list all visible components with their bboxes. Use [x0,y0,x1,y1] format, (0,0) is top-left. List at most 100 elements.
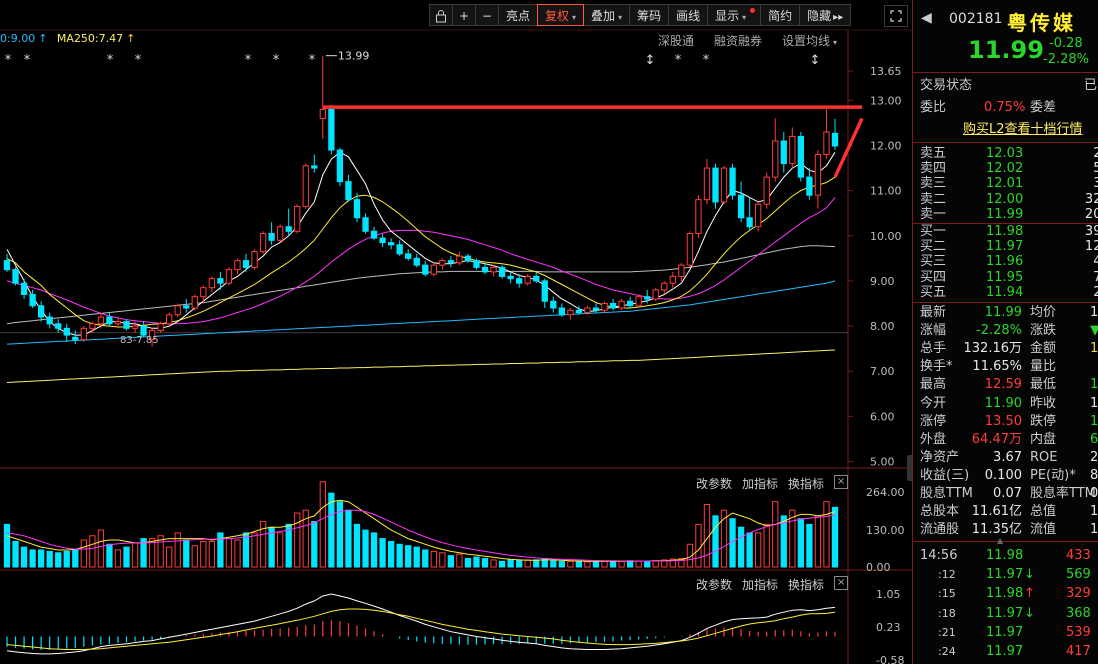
volume-bar [225,538,233,568]
buy-order-row[interactable]: 买二 11.97 1228 [920,239,1098,254]
zoom-in-button[interactable]: + [452,4,476,26]
volume-bar [447,555,455,568]
chevron-down-icon: ▾ [618,13,623,22]
stat-label: 均价 [1030,305,1057,320]
price-tick-label: 10.00 [870,230,902,243]
l2-upsell-link[interactable]: 购买L2查看十档行情 [963,122,1083,137]
lock-icon[interactable] [429,4,453,26]
sell-order-row[interactable]: 卖三 12.01 336 [920,176,1098,191]
panel-collapse-handle[interactable] [907,455,915,481]
volume-tick-label: 264.00 [866,486,905,499]
chips-button[interactable]: 筹码 [629,4,670,26]
sell-order-row[interactable]: 卖一 11.99 2023 [920,207,1098,222]
candle-body [575,309,583,314]
edit-params-button[interactable]: 改参数 [696,578,733,592]
candle-body [328,108,335,151]
candle-body [772,140,779,178]
stat-value: 11.65% [972,359,1022,375]
tick-volume: 569 [1066,567,1091,583]
event-star: * [5,53,12,68]
candle-body [370,230,378,239]
fullscreen-icon[interactable] [884,5,908,27]
volume-bar [80,539,87,568]
macd-dif-line [6,593,836,655]
volume-bar [755,532,762,568]
sell-volume: 565 [1093,161,1098,176]
candle-body [533,275,540,282]
sell-volume: 3241 [1084,191,1098,207]
adjust-button[interactable]: 复权 ▾ [537,4,585,26]
add-indicator-button[interactable]: 加指标 [742,578,779,592]
candle-body [319,108,326,119]
tick-price: 11.98 [986,586,1024,602]
volume-bar [720,509,728,568]
highlight-button[interactable]: 亮点 [498,4,539,26]
low-range-label: 83-7.85 [120,335,159,346]
candle-body [763,176,770,205]
volume-bar [490,559,497,568]
stat-row: 总股本 11.61亿 总值 139 [920,503,1098,521]
volume-bar [567,560,574,568]
hide-button[interactable]: 隐藏 ▸▸ [799,4,852,26]
sell-order-row[interactable]: 卖二 12.00 3241 [920,192,1098,207]
candle-body [208,278,216,289]
stat-label: 跌停 [1030,413,1057,429]
edit-params-button[interactable]: 改参数 [696,477,733,491]
volume-bar [379,538,386,568]
candle-body [652,289,659,300]
volume-bar [285,523,292,568]
buy-order-row[interactable]: 买五 11.94 207 [920,285,1098,300]
event-star: ↕ [645,53,656,68]
divider [913,72,1098,73]
arrow-up-icon: ↑ [38,32,48,45]
buy-order-row[interactable]: 买一 11.98 3921 [920,224,1098,239]
close-icon[interactable]: × [834,475,849,489]
stat-value: 0.07 [993,486,1022,501]
display-button[interactable]: 显示 ▾ [707,4,762,26]
swap-indicator-button[interactable]: 换指标 [788,578,825,592]
back-arrow-icon[interactable]: ◀ [921,10,932,26]
volume-bar [712,515,719,568]
tick-time: :24 [938,645,956,658]
sgt-link[interactable]: 深股通 [658,34,695,48]
volume-bar [831,506,839,568]
swap-indicator-button[interactable]: 换指标 [788,477,825,491]
zoom-out-button[interactable]: − [475,4,499,26]
buy-order-row[interactable]: 买三 11.96 441 [920,254,1098,269]
candle-body [63,327,70,336]
price-tick-label: 13.65 [870,65,902,78]
ma-settings-button[interactable]: 设置均线 ▾ [782,32,837,49]
stat-label: 最低 [1030,377,1057,393]
stat-label: 量比 [1030,359,1057,375]
candle-body [148,330,156,341]
stat-row: 净资产 3.67 ROE 2. [920,449,1098,467]
simple-mode-button[interactable]: 简约 [760,4,801,26]
buy-price: 11.94 [986,284,1024,300]
webi-value: 0.75% [984,100,1026,115]
overlay-button[interactable]: 叠加 ▾ [583,4,631,26]
buy-order-row[interactable]: 买四 11.95 744 [920,270,1098,285]
volume-bar [789,509,796,568]
draw-line-button[interactable]: 画线 [668,4,709,26]
arrow-down-icon: ↓ [1024,605,1035,621]
candle-body [242,260,250,268]
margin-trading-link[interactable]: 融资融券 [714,34,763,48]
candle-body [336,149,344,183]
sell-order-row[interactable]: 卖四 12.02 565 [920,161,1098,176]
ma250-value: MA250:7.47 [56,32,124,45]
volume-bar [405,545,412,568]
stat-value: 0. [1090,486,1098,501]
candle-body [55,323,62,329]
close-icon[interactable]: × [834,576,849,590]
volume-bar [516,559,523,568]
add-indicator-button[interactable]: 加指标 [742,477,779,491]
candle-body [806,176,813,196]
stat-label: 昨收 [1030,395,1057,411]
scroll-up-icon[interactable]: ▲ [997,536,1004,545]
more-icon: ▸▸ [833,12,844,23]
sell-order-row[interactable]: 卖五 12.03 278 [920,146,1098,161]
volume-bar [259,521,267,568]
candle-body [217,278,224,284]
webi-label: 委比 [920,100,947,115]
candle-body [396,244,403,255]
